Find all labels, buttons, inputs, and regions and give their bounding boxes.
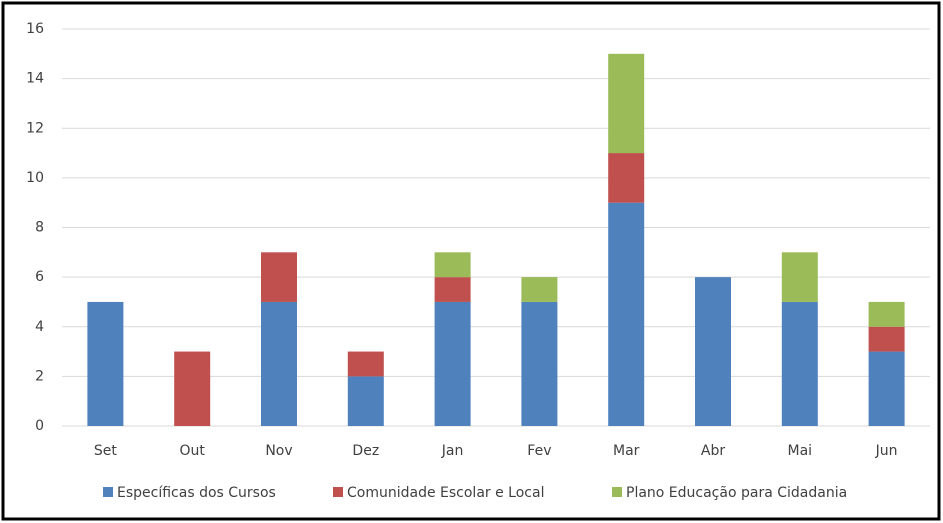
bar-segment (261, 252, 297, 302)
x-tick-label: Dez (352, 443, 379, 459)
x-tick-label: Set (94, 443, 118, 459)
bar-segment (781, 301, 818, 426)
x-tick-label: Mai (788, 443, 813, 459)
bar-segment (608, 53, 645, 154)
y-tick-label: 8 (35, 220, 44, 236)
bar-segment (261, 301, 297, 426)
bar-segment (434, 252, 471, 278)
bar-segment (868, 301, 905, 327)
y-tick-label: 14 (26, 71, 44, 87)
legend-label: Específicas dos Cursos (117, 485, 276, 501)
legend-label: Plano Educação para Cidadania (626, 485, 847, 501)
legend-swatch (103, 487, 113, 497)
legend-label: Comunidade Escolar e Local (347, 485, 544, 501)
bar-segment (695, 277, 731, 426)
bar-segment (608, 153, 645, 203)
bar-segment (608, 202, 645, 426)
bar-segment (868, 326, 905, 352)
x-tick-label: Mar (613, 443, 640, 459)
legend-swatch (333, 487, 343, 497)
y-tick-label: 4 (35, 319, 44, 335)
bar-segment (347, 376, 384, 426)
bar-segment (434, 277, 471, 302)
bar-segment (434, 301, 471, 426)
bar-segment (521, 301, 558, 426)
y-tick-label: 10 (26, 170, 44, 186)
legend-swatch (612, 487, 622, 497)
y-tick-label: 16 (26, 21, 44, 37)
bar-segment (347, 351, 384, 377)
y-tick-label: 6 (35, 269, 44, 285)
y-tick-label: 2 (35, 368, 44, 384)
y-tick-label: 0 (35, 418, 44, 434)
x-tick-label: Abr (701, 443, 725, 459)
y-tick-label: 12 (26, 120, 44, 136)
bar-segment (781, 252, 818, 302)
x-tick-label: Out (180, 443, 206, 459)
x-tick-label: Nov (265, 443, 292, 459)
x-tick-label: Jun (875, 443, 898, 459)
bar-segment (174, 351, 211, 426)
bar-segment (87, 301, 124, 426)
x-tick-label: Fev (527, 443, 551, 459)
x-tick-label: Jan (441, 443, 464, 459)
bar-segment (521, 277, 558, 302)
bar-segment (868, 351, 905, 426)
